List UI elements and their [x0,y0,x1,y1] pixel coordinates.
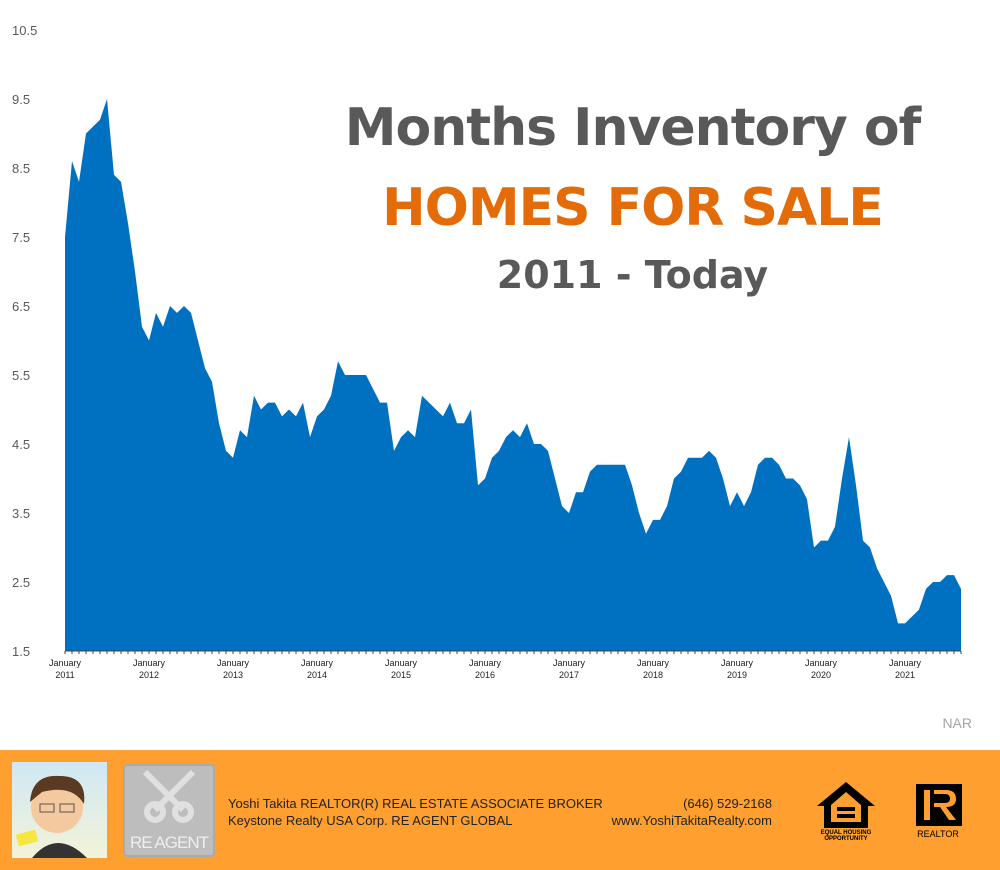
y-tick-label: 2.5 [12,575,30,590]
x-tick-label-month: January [385,658,418,668]
x-tick-label-year: 2011 [55,670,74,680]
agent-line2: Keystone Realty USA Corp. RE AGENT GLOBA… [228,813,513,828]
y-tick-label: 10.5 [12,23,37,38]
x-tick-label-month: January [889,658,922,668]
agent-phone: (646) 529-2168 [683,796,772,811]
x-tick-label-month: January [301,658,334,668]
y-tick-label: 6.5 [12,299,30,314]
y-tick-label: 7.5 [12,230,30,245]
equal-housing-logo: EQUAL HOUSING OPPORTUNITY [815,780,877,842]
x-tick-label-year: 2016 [475,670,495,680]
source-label: NAR [942,715,972,731]
x-tick-label-year: 2021 [895,670,915,680]
x-tick-label-month: January [805,658,838,668]
x-tick-label-year: 2014 [307,670,327,680]
x-tick-label-year: 2019 [727,670,747,680]
y-tick-label: 3.5 [12,506,30,521]
y-tick-label: 1.5 [12,644,30,659]
x-tick-label-year: 2020 [811,670,831,680]
x-tick-label-year: 2012 [139,670,159,680]
y-tick-label: 4.5 [12,437,30,452]
re-agent-logo: RE AGENT [123,764,215,857]
x-tick-label-year: 2017 [559,670,579,680]
y-tick-label: 5.5 [12,368,30,383]
svg-text:EQUAL HOUSING: EQUAL HOUSING [821,830,872,836]
footer-banner: RE AGENT Yoshi Takita REALTOR(R) REAL ES… [0,750,1000,870]
svg-text:REALTOR: REALTOR [917,829,959,839]
x-tick-label-year: 2013 [223,670,243,680]
x-tick-label-month: January [637,658,670,668]
realtor-logo: REALTOR [912,782,967,840]
x-tick-label-month: January [49,658,82,668]
x-tick-label-year: 2015 [391,670,411,680]
agent-line1: Yoshi Takita REALTOR(R) REAL ESTATE ASSO… [228,796,603,811]
area-series [65,99,961,651]
svg-text:OPPORTUNITY: OPPORTUNITY [824,836,867,840]
agent-caricature-image [12,762,107,858]
x-tick-label-month: January [133,658,166,668]
chart-title-line3: 2011 - Today [496,253,769,297]
y-tick-label: 8.5 [12,161,30,176]
chart-title-line1: Months Inventory of [344,98,922,158]
y-tick-label: 9.5 [12,92,30,107]
x-tick-label-month: January [469,658,502,668]
x-tick-label-month: January [553,658,586,668]
chart-title-line2: HOMES FOR SALE [382,178,884,238]
inventory-chart: 1.5 2.5 3.5 4.5 5.5 6.5 7.5 8.5 9.5 10.5 January 20… [12,23,962,680]
x-tick-label-month: January [721,658,754,668]
x-tick-label-month: January [217,658,250,668]
x-tick-label-year: 2018 [643,670,663,680]
agent-website[interactable]: www.YoshiTakitaRealty.com [611,813,772,828]
